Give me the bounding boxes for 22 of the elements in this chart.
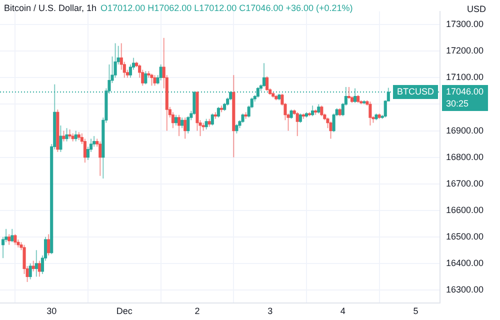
- chart-subtitle: O17012.00 H17062.00 L17012.00 C17046.00 +36.00 (+0.21%): [100, 3, 353, 13]
- chart-title: Bitcoin / U.S. Dollar, 1h: [4, 3, 97, 13]
- text: 17046.00: [446, 86, 484, 97]
- y-axis-title: USD: [466, 4, 486, 14]
- x-tick-label: 5: [413, 306, 418, 316]
- y-tick-label: 16300.00: [446, 284, 484, 294]
- y-tick-label: 16600.00: [446, 204, 484, 215]
- x-tick-label: 30: [46, 306, 57, 316]
- x-tick-label: Dec: [116, 306, 133, 316]
- y-tick-label: 17100.00: [446, 72, 484, 82]
- y-tick-label: 17300.00: [446, 19, 484, 30]
- x-tick-label: 4: [340, 306, 346, 316]
- y-tick-label: 16400.00: [446, 258, 484, 268]
- y-tick-label: 16500.00: [446, 231, 484, 242]
- y-tick-label: 16800.00: [446, 152, 484, 162]
- ref-line-label: BTCUSD: [397, 86, 434, 97]
- y-tick-label: 17200.00: [446, 46, 484, 56]
- y-tick-label: 16700.00: [446, 178, 484, 188]
- y-tick-label: 16900.00: [446, 125, 484, 136]
- text: 30:25: [446, 98, 469, 109]
- x-tick-label: 2: [194, 306, 200, 316]
- x-tick-label: 3: [268, 306, 273, 316]
